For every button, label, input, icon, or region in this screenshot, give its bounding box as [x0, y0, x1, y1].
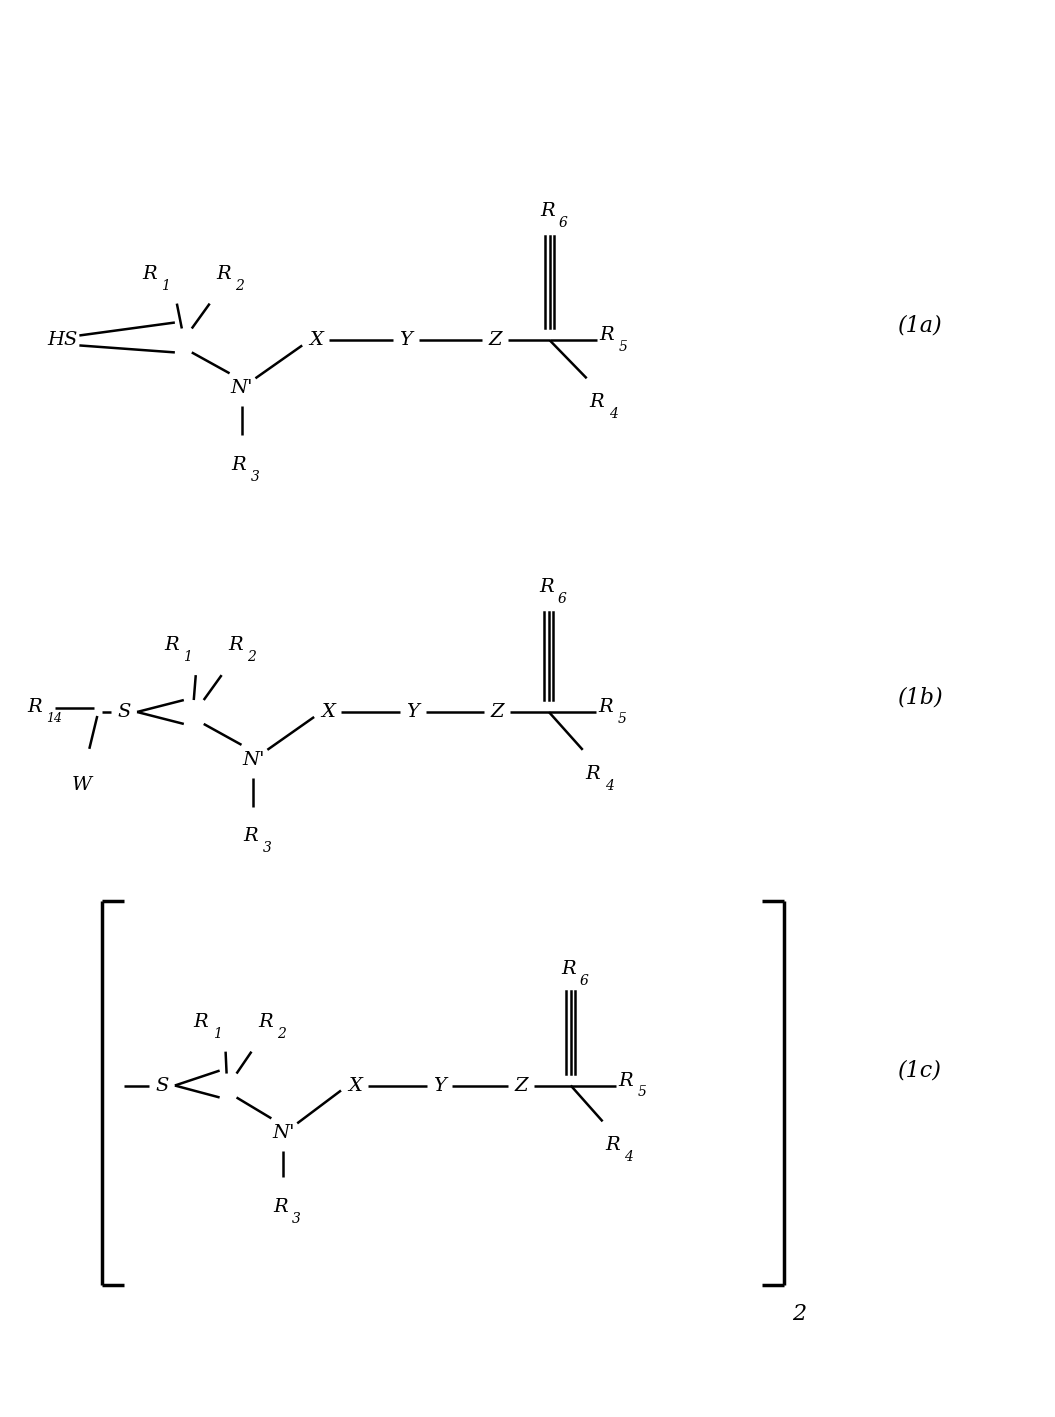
- Text: R: R: [273, 1197, 288, 1216]
- Text: R: R: [599, 326, 614, 344]
- Text: 2: 2: [791, 1302, 806, 1325]
- Text: R: R: [27, 699, 42, 716]
- Text: 3: 3: [263, 842, 271, 856]
- Text: R: R: [561, 959, 575, 978]
- Text: N': N': [243, 751, 265, 769]
- Text: 5: 5: [618, 340, 628, 354]
- Text: 2: 2: [248, 650, 256, 665]
- Text: R: R: [618, 1071, 633, 1090]
- Text: R: R: [606, 1136, 620, 1155]
- Text: Z: Z: [514, 1077, 528, 1094]
- Text: 6: 6: [559, 215, 568, 230]
- Text: X: X: [321, 703, 335, 721]
- Text: 1: 1: [161, 279, 170, 293]
- Text: 3: 3: [292, 1212, 301, 1226]
- Text: 4: 4: [605, 779, 613, 792]
- Text: 14: 14: [46, 713, 62, 726]
- Text: 4: 4: [625, 1151, 633, 1165]
- Text: R: R: [598, 699, 613, 716]
- Text: (1b): (1b): [898, 686, 943, 708]
- Text: 1: 1: [213, 1027, 222, 1040]
- Text: N': N': [230, 380, 253, 397]
- Text: 2: 2: [235, 279, 245, 293]
- Text: 6: 6: [580, 973, 589, 988]
- Text: 5: 5: [617, 711, 627, 726]
- Text: R: R: [229, 636, 244, 655]
- Text: Z: Z: [488, 332, 502, 350]
- Text: R: R: [539, 578, 554, 597]
- Text: Z: Z: [491, 703, 504, 721]
- Text: X: X: [348, 1077, 362, 1094]
- Text: R: R: [164, 636, 178, 655]
- Text: X: X: [309, 332, 323, 350]
- Text: 2: 2: [277, 1027, 286, 1040]
- Text: R: R: [586, 765, 600, 782]
- Text: (1c): (1c): [898, 1060, 942, 1081]
- Text: R: R: [194, 1013, 209, 1030]
- Text: S: S: [117, 703, 131, 721]
- Text: S: S: [155, 1077, 169, 1094]
- Text: 3: 3: [250, 470, 260, 485]
- Text: (1a): (1a): [898, 315, 943, 336]
- Text: R: R: [142, 265, 156, 283]
- Text: R: R: [231, 456, 246, 473]
- Text: Y: Y: [433, 1077, 446, 1094]
- Text: 6: 6: [558, 592, 567, 606]
- Text: Y: Y: [399, 332, 413, 350]
- Text: N': N': [272, 1124, 294, 1142]
- Text: R: R: [216, 265, 231, 283]
- Text: R: R: [590, 393, 605, 411]
- Text: R: R: [540, 203, 555, 220]
- Text: W: W: [72, 775, 92, 794]
- Text: Y: Y: [406, 703, 419, 721]
- Text: 5: 5: [637, 1085, 647, 1100]
- Text: 1: 1: [183, 650, 192, 665]
- Text: HS: HS: [47, 332, 77, 350]
- Text: R: R: [244, 828, 258, 846]
- Text: 4: 4: [609, 407, 617, 421]
- Text: R: R: [258, 1013, 273, 1030]
